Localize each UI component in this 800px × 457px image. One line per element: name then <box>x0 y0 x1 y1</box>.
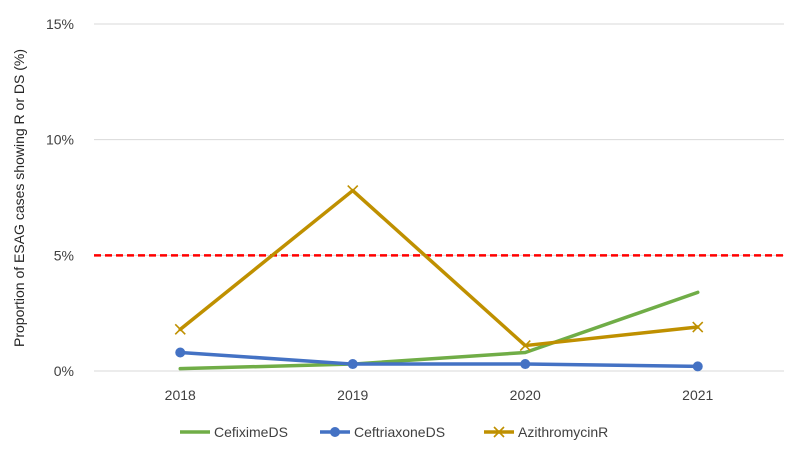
legend-item-ceftriaxoneds: CeftriaxoneDS <box>320 424 445 440</box>
data-point-azithromycinr <box>519 339 531 352</box>
series-line-cefiximeds <box>178 290 700 371</box>
series-azithromycinr <box>174 184 704 352</box>
x-tick-label: 2019 <box>337 387 368 403</box>
data-point-azithromycinr <box>347 184 359 197</box>
series-line-ceftriaxoneds <box>178 350 700 369</box>
x-tick-label: 2020 <box>510 387 541 403</box>
gridlines <box>94 23 784 256</box>
data-point-azithromycinr <box>692 321 704 333</box>
legend-item-cefiximeds: CefiximeDS <box>180 424 288 440</box>
x-tick-label: 2018 <box>165 387 196 403</box>
data-point-ceftriaxoneds <box>175 347 186 358</box>
series-cefiximeds <box>178 290 700 371</box>
legend: CefiximeDS CeftriaxoneDS AzithromycinR <box>180 424 608 440</box>
y-axis-title: Proportion of ESAG cases showing R or DS… <box>11 49 27 347</box>
y-tick-labels: 0% 5% 10% 15% <box>46 16 74 379</box>
series-ceftriaxoneds <box>175 347 703 372</box>
legend-marker-azithromycinr <box>493 426 505 438</box>
legend-marker-ceftriaxoneds <box>330 427 340 437</box>
legend-item-azithromycinr: AzithromycinR <box>484 424 608 440</box>
y-tick-label: 0% <box>54 363 74 379</box>
x-tick-labels: 2018 2019 2020 2021 <box>165 387 714 403</box>
series-group <box>174 184 704 372</box>
x-tick-label: 2021 <box>682 387 713 403</box>
legend-label-cefiximeds: CefiximeDS <box>214 424 288 440</box>
series-line-azithromycinr <box>178 188 700 348</box>
y-tick-label: 5% <box>54 247 74 263</box>
y-tick-label: 15% <box>46 16 74 32</box>
y-tick-label: 10% <box>46 132 74 148</box>
data-point-azithromycinr <box>174 323 186 335</box>
legend-label-ceftriaxoneds: CeftriaxoneDS <box>354 424 445 440</box>
data-point-ceftriaxoneds <box>347 359 358 370</box>
data-point-ceftriaxoneds <box>692 361 703 372</box>
legend-label-azithromycinr: AzithromycinR <box>518 424 608 440</box>
data-point-ceftriaxoneds <box>520 359 531 370</box>
